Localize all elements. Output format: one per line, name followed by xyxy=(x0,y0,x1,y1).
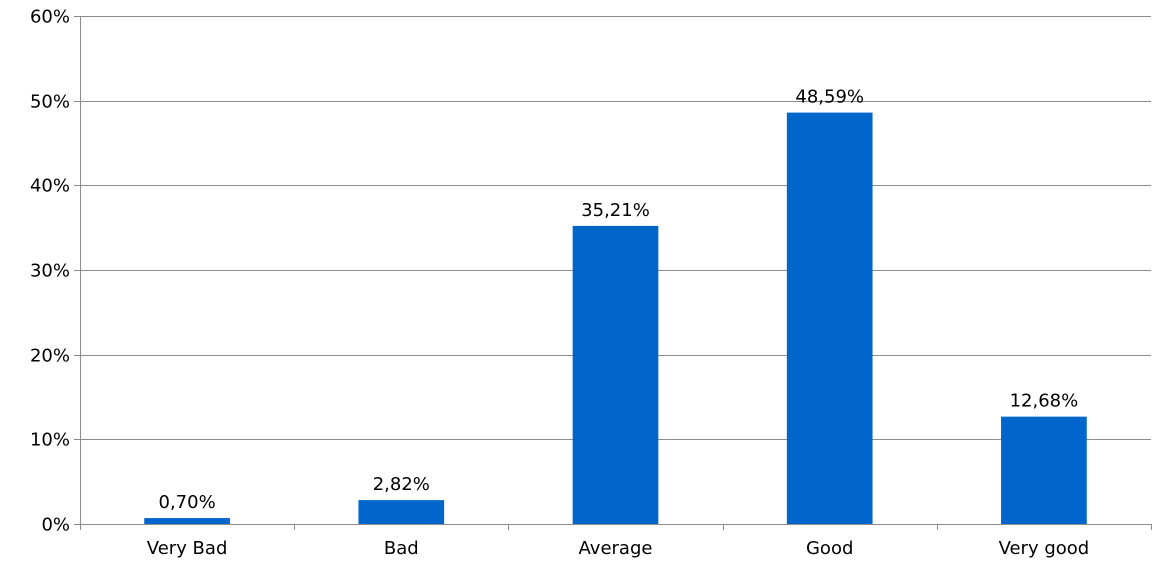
bar xyxy=(358,500,445,524)
y-tick-label: 10% xyxy=(30,430,70,451)
y-tick-label: 40% xyxy=(30,176,70,197)
x-tick-label: Very Bad xyxy=(147,538,228,559)
y-tick-label: 0% xyxy=(41,515,70,536)
bar xyxy=(572,225,659,524)
data-label: 48,59% xyxy=(795,87,864,108)
x-tick-label: Good xyxy=(806,538,853,559)
bar xyxy=(786,112,873,524)
y-tick-label: 20% xyxy=(30,346,70,367)
y-tick-label: 50% xyxy=(30,92,70,113)
bar-layer xyxy=(144,112,1087,524)
x-tick-label: Average xyxy=(579,538,653,559)
x-tick-label: Very good xyxy=(999,538,1090,559)
axis-layer xyxy=(74,16,1152,530)
label-layer: 0% 10% 20% 30% 40% 50% 60% 0,70% Very Bad 2,82% Ba… xyxy=(30,7,1089,560)
bar xyxy=(144,518,230,524)
bar xyxy=(1001,416,1087,524)
y-tick-label: 60% xyxy=(30,7,70,28)
data-label: 0,70% xyxy=(159,492,216,513)
data-label: 35,21% xyxy=(581,200,650,221)
data-label: 12,68% xyxy=(1010,391,1079,412)
x-tick-label: Bad xyxy=(384,538,419,559)
y-tick-label: 30% xyxy=(30,261,70,282)
data-label: 2,82% xyxy=(373,474,430,495)
